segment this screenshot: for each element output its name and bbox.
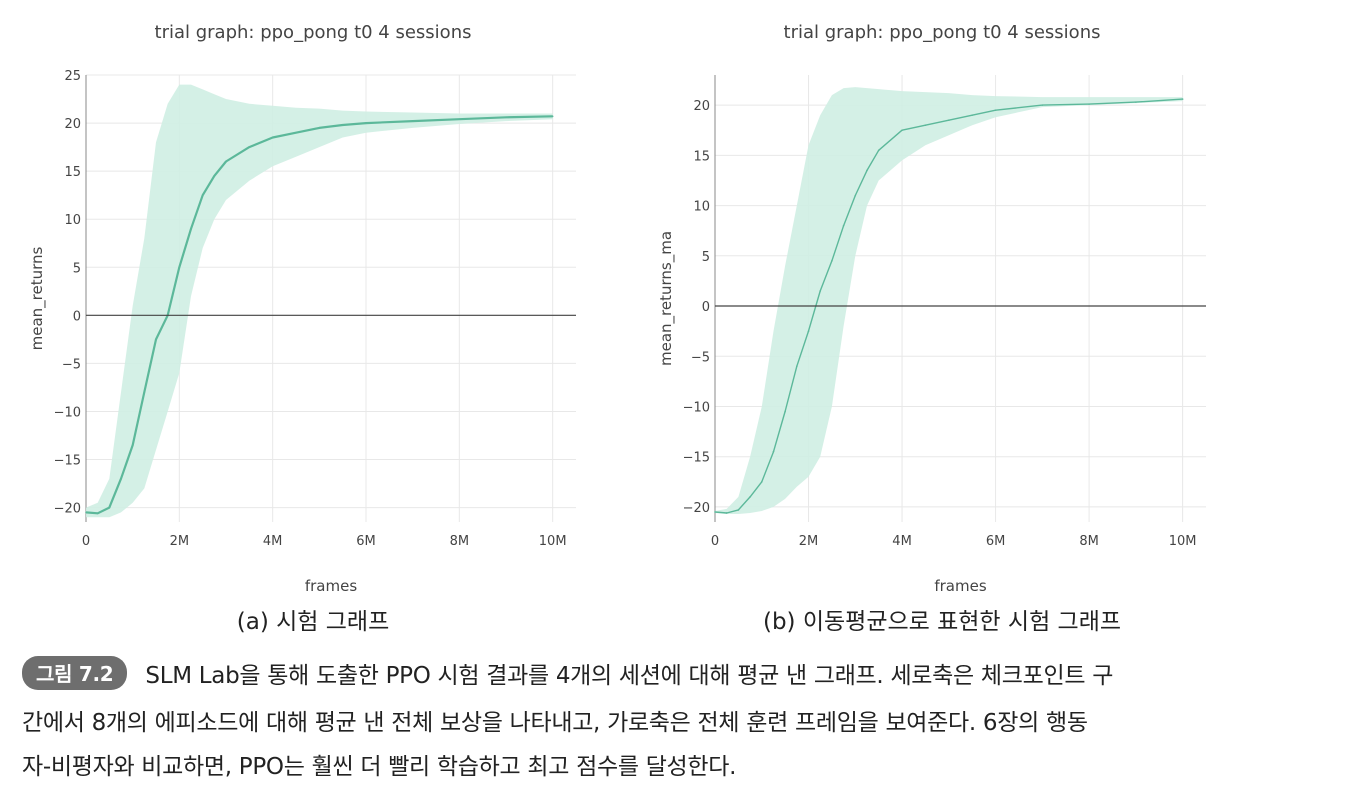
figure-caption-line-1: 그림 7.2 SLM Lab을 통해 도출한 PPO 시험 결과를 4개의 세션에… (22, 656, 1113, 690)
chart-panel-b: 0 2M 4M 6M 8M 10M −20 −15 −10 −5 0 5 10 15 20 trial gra… (657, 22, 1206, 595)
y-tick-label-2: −10 (54, 405, 81, 420)
y-tick-label-9: 25 (64, 69, 81, 84)
figure-caption-text-1: SLM Lab을 통해 도출한 PPO 시험 결과를 4개의 세션에 대해 평균… (145, 663, 1114, 689)
data-point-0-22 (1135, 101, 1137, 103)
data-point-0-9 (190, 228, 192, 230)
data-point-0-22 (551, 115, 554, 118)
y-tick-label-4: 0 (73, 309, 81, 324)
data-point-0-3 (749, 496, 751, 498)
data-point-0-7 (796, 365, 798, 368)
data-point-0-16 (924, 124, 927, 127)
data-point-0-12 (225, 160, 227, 163)
x-tick-label-3: 6M (986, 534, 1006, 549)
sub-caption-a: (a) 시험 그래프 (237, 609, 389, 635)
data-point-0-23 (1181, 98, 1184, 100)
chart-panel-a: 0 2M 4M 6M 8M 10M −20 −15 −10 −5 0 5 10 15 20 25 trial g… (28, 22, 576, 595)
x-axis-label: frames (934, 577, 986, 595)
data-point-0-18 (971, 114, 973, 116)
data-point-0-11 (213, 175, 216, 177)
sub-caption-b: (b) 이동평균으로 표현한 시험 그래프 (763, 609, 1121, 635)
series-band-0 (715, 87, 1183, 514)
data-point-0-5 (772, 450, 775, 453)
data-point-0-0 (85, 511, 87, 514)
data-point-0-5 (143, 391, 146, 394)
series-line-0 (714, 98, 1183, 514)
data-point-0-13 (866, 169, 868, 172)
data-point-0-18 (365, 122, 367, 124)
data-point-0-19 (411, 120, 414, 122)
data-point-0-17 (341, 124, 344, 126)
data-point-0-10 (201, 194, 204, 196)
y-tick-label-0: −20 (54, 502, 81, 517)
data-point-0-9 (819, 290, 822, 292)
data-point-0-0 (714, 511, 716, 513)
y-tick-label-3: −5 (691, 350, 710, 365)
data-point-0-11 (842, 224, 845, 227)
data-point-0-4 (760, 481, 763, 483)
figure-caption-line-3: 자-비평자와 비교하면, PPO는 훨씬 더 빨리 학습하고 최고 점수를 달성… (22, 754, 737, 780)
figure-caption-line-2: 간에서 8개의 에피소드에 대해 평균 낸 전체 보상을 나타내고, 가로축은 … (22, 710, 1088, 736)
y-tick-label-7: 15 (693, 149, 710, 164)
y-tick-label-5: 5 (702, 250, 710, 265)
y-tick-label-1: −15 (683, 451, 710, 466)
data-point-0-13 (248, 146, 251, 148)
x-tick-label-3: 6M (356, 534, 376, 549)
x-tick-label-5: 10M (1169, 534, 1197, 549)
x-tick-label-2: 4M (263, 534, 283, 549)
x-tick-label-1: 2M (799, 534, 819, 549)
y-tick-label-0: −20 (683, 501, 710, 516)
x-tick-label-4: 8M (450, 534, 470, 549)
data-point-0-16 (318, 127, 321, 129)
figure-caption-badge: 그림 7.2 (22, 656, 128, 690)
data-point-0-15 (295, 131, 297, 134)
y-tick-label-8: 20 (64, 117, 81, 132)
data-point-0-3 (120, 477, 122, 480)
data-point-0-21 (1088, 103, 1090, 105)
y-tick-label-1: −15 (54, 454, 81, 469)
data-point-0-10 (831, 260, 833, 262)
x-axis-label: frames (305, 577, 357, 595)
data-point-0-20 (1041, 104, 1044, 106)
x-tick-label-5: 10M (539, 534, 567, 549)
data-point-0-1 (725, 512, 728, 514)
x-tick-label-4: 8M (1079, 534, 1099, 549)
y-tick-label-6: 10 (693, 200, 710, 215)
x-tick-label-1: 2M (170, 534, 190, 549)
data-point-0-2 (737, 509, 740, 511)
data-point-0-2 (108, 506, 111, 509)
figure: 0 2M 4M 6M 8M 10M −20 −15 −10 −5 0 5 10 15 20 25 trial g… (28, 22, 1206, 635)
y-tick-label-3: −5 (62, 357, 81, 372)
data-point-0-21 (505, 116, 507, 119)
y-tick-label-5: 5 (73, 261, 81, 276)
y-tick-label-4: 0 (702, 300, 710, 315)
chart-title: trial graph: ppo_pong t0 4 sessions (155, 22, 472, 43)
data-point-0-8 (807, 330, 810, 332)
data-point-0-19 (994, 109, 997, 111)
data-point-0-14 (271, 136, 274, 139)
data-point-0-6 (784, 410, 786, 413)
y-tick-label-7: 15 (64, 165, 81, 180)
y-axis-label: mean_returns_ma (657, 231, 676, 366)
y-tick-label-8: 20 (693, 99, 710, 114)
data-point-0-1 (96, 512, 99, 515)
data-point-0-8 (178, 266, 181, 269)
x-tick-label-0: 0 (711, 534, 719, 549)
data-point-0-14 (877, 149, 880, 152)
y-tick-label-6: 10 (64, 213, 81, 228)
data-point-0-12 (854, 194, 857, 197)
y-tick-label-2: −10 (683, 400, 710, 415)
data-point-0-17 (948, 119, 950, 122)
x-tick-label-2: 4M (892, 534, 912, 549)
series-band-0 (86, 84, 553, 518)
y-axis-label: mean_returns (28, 246, 47, 350)
x-tick-label-0: 0 (82, 534, 90, 549)
chart-title: trial graph: ppo_pong t0 4 sessions (784, 22, 1101, 43)
data-point-0-4 (131, 444, 134, 446)
data-point-0-20 (458, 118, 461, 121)
data-point-0-15 (901, 129, 903, 132)
data-point-0-6 (155, 338, 157, 341)
